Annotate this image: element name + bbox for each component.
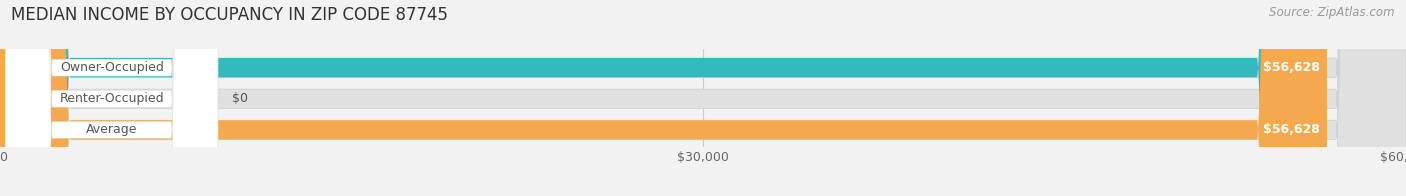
FancyBboxPatch shape (0, 0, 1327, 196)
Text: Renter-Occupied: Renter-Occupied (59, 92, 165, 105)
Text: Source: ZipAtlas.com: Source: ZipAtlas.com (1270, 6, 1395, 19)
FancyBboxPatch shape (6, 0, 218, 196)
Text: Owner-Occupied: Owner-Occupied (60, 61, 163, 74)
FancyBboxPatch shape (6, 0, 218, 196)
FancyBboxPatch shape (0, 0, 39, 196)
Text: Average: Average (86, 123, 138, 136)
FancyBboxPatch shape (0, 0, 1327, 196)
Text: MEDIAN INCOME BY OCCUPANCY IN ZIP CODE 87745: MEDIAN INCOME BY OCCUPANCY IN ZIP CODE 8… (11, 6, 449, 24)
FancyBboxPatch shape (6, 0, 218, 196)
Text: $56,628: $56,628 (1263, 61, 1320, 74)
Text: $56,628: $56,628 (1263, 123, 1320, 136)
Text: $0: $0 (232, 92, 247, 105)
